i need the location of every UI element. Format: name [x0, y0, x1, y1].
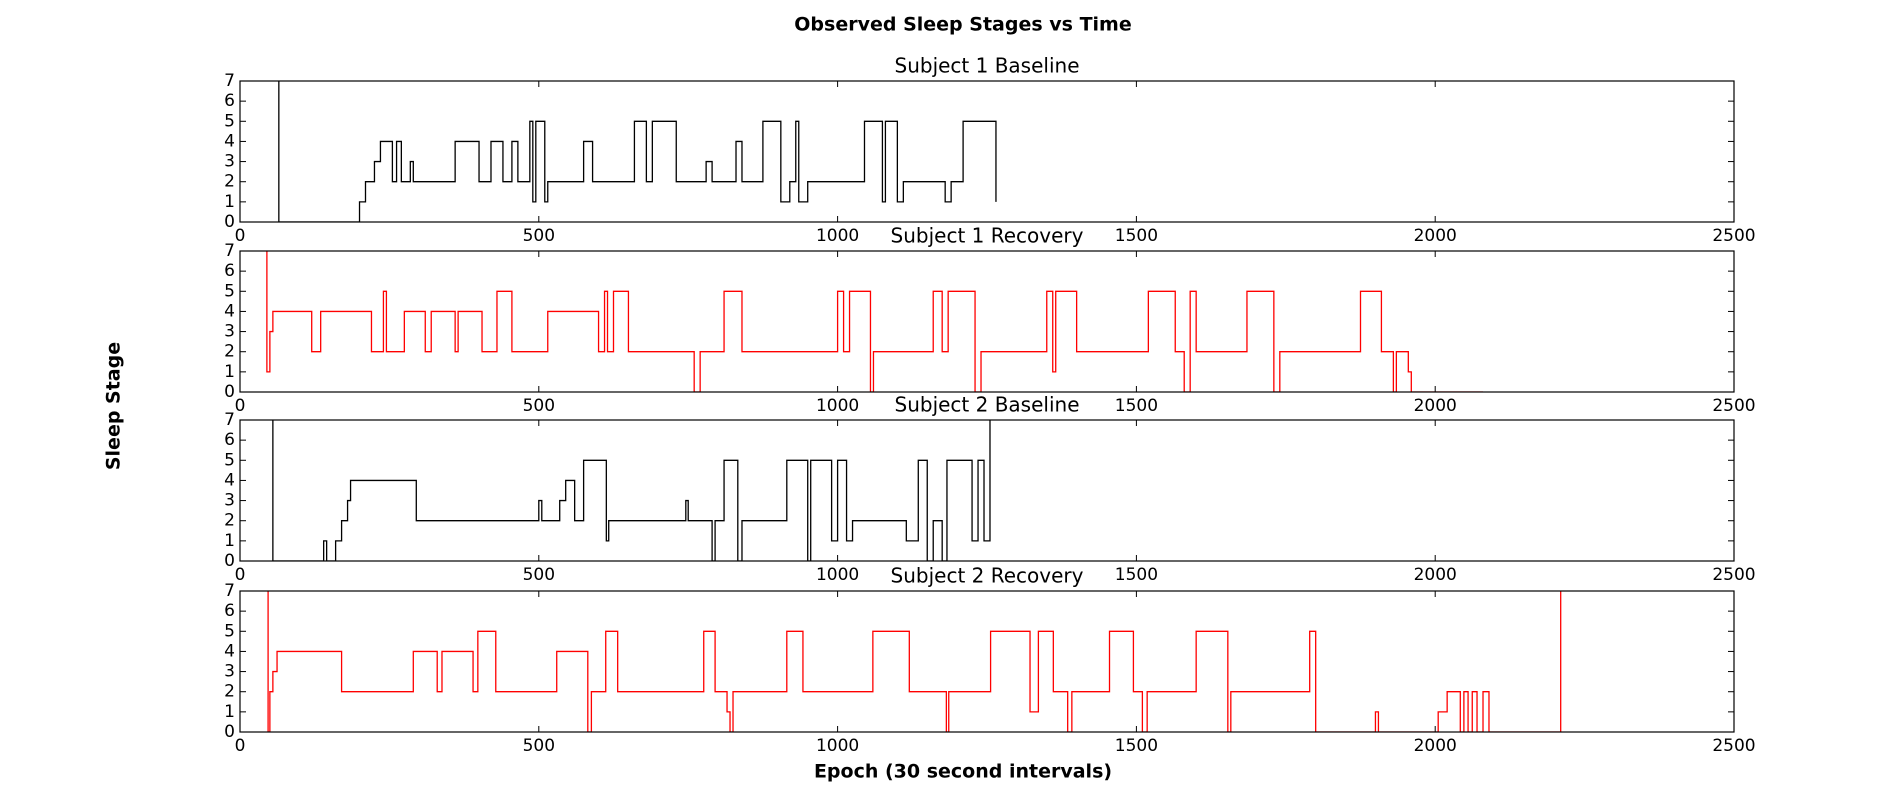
y-tick-label: 1 — [224, 192, 235, 212]
y-tick-label: 1 — [224, 362, 235, 382]
x-tick-label: 1500 — [1115, 736, 1158, 756]
y-axis-label: Sleep Stage — [103, 342, 125, 470]
y-tick-label: 6 — [224, 91, 235, 111]
x-tick-label: 2500 — [1712, 396, 1755, 416]
y-tick-label: 4 — [224, 470, 235, 490]
data-line — [278, 81, 997, 222]
y-tick-label: 5 — [224, 111, 235, 131]
y-tick-label: 6 — [224, 601, 235, 621]
y-tick-label: 0 — [224, 551, 235, 571]
data-line — [266, 251, 1484, 392]
x-tick-label: 0 — [235, 736, 246, 756]
x-tick-label: 2500 — [1712, 226, 1755, 246]
axes-frame — [239, 590, 1735, 733]
x-tick-label: 2500 — [1712, 565, 1755, 585]
x-tick-label: 1000 — [816, 396, 859, 416]
plot-area — [272, 420, 991, 561]
y-tick-label: 5 — [224, 450, 235, 470]
y-tick-label: 4 — [224, 301, 235, 321]
y-tick-label: 2 — [224, 172, 235, 192]
y-tick-label: 3 — [224, 322, 235, 342]
x-tick-label: 500 — [523, 736, 555, 756]
y-tick-label: 6 — [224, 430, 235, 450]
plot-area — [267, 591, 1562, 732]
y-tick-label: 7 — [224, 410, 235, 430]
subplot-title: Subject 1 Recovery — [891, 224, 1084, 248]
x-tick-label: 1500 — [1115, 396, 1158, 416]
y-tick-label: 7 — [224, 241, 235, 261]
x-tick-label: 1000 — [816, 736, 859, 756]
y-tick-label: 4 — [224, 131, 235, 151]
axes-frame — [239, 419, 1735, 562]
x-tick-label: 500 — [523, 396, 555, 416]
x-tick-label: 0 — [235, 226, 246, 246]
x-tick-label: 500 — [523, 565, 555, 585]
x-tick-label: 1000 — [816, 565, 859, 585]
x-tick-label: 2000 — [1414, 565, 1457, 585]
y-tick-label: 2 — [224, 511, 235, 531]
x-tick-label: 2000 — [1414, 736, 1457, 756]
y-tick-label: 1 — [224, 702, 235, 722]
x-tick-label: 1000 — [816, 226, 859, 246]
y-tick-label: 3 — [224, 152, 235, 172]
y-tick-label: 3 — [224, 662, 235, 682]
y-tick-label: 5 — [224, 281, 235, 301]
axes-frame — [239, 80, 1735, 223]
y-tick-label: 7 — [224, 581, 235, 601]
y-tick-label: 5 — [224, 621, 235, 641]
x-tick-label: 1500 — [1115, 565, 1158, 585]
y-tick-label: 6 — [224, 261, 235, 281]
y-tick-label: 7 — [224, 71, 235, 91]
y-tick-label: 2 — [224, 682, 235, 702]
x-tick-label: 2500 — [1712, 736, 1755, 756]
subplot-title: Subject 2 Recovery — [891, 564, 1084, 588]
y-tick-label: 0 — [224, 212, 235, 232]
subplot-title: Subject 1 Baseline — [895, 54, 1080, 78]
x-tick-label: 2000 — [1414, 396, 1457, 416]
x-tick-label: 0 — [235, 565, 246, 585]
plot-area — [278, 81, 997, 222]
x-axis-label: Epoch (30 second intervals) — [814, 761, 1112, 783]
x-tick-label: 2000 — [1414, 226, 1457, 246]
y-tick-label: 0 — [224, 382, 235, 402]
data-line — [272, 420, 991, 561]
axes-frame — [239, 250, 1735, 393]
y-tick-label: 2 — [224, 342, 235, 362]
figure-title: Observed Sleep Stages vs Time — [794, 14, 1131, 36]
y-tick-label: 0 — [224, 722, 235, 742]
x-tick-label: 500 — [523, 226, 555, 246]
x-tick-label: 1500 — [1115, 226, 1158, 246]
y-tick-label: 1 — [224, 531, 235, 551]
x-tick-label: 0 — [235, 396, 246, 416]
y-tick-label: 4 — [224, 641, 235, 661]
y-tick-label: 3 — [224, 491, 235, 511]
data-line — [267, 591, 1562, 732]
subplot-title: Subject 2 Baseline — [895, 393, 1080, 417]
plot-area — [266, 251, 1484, 392]
